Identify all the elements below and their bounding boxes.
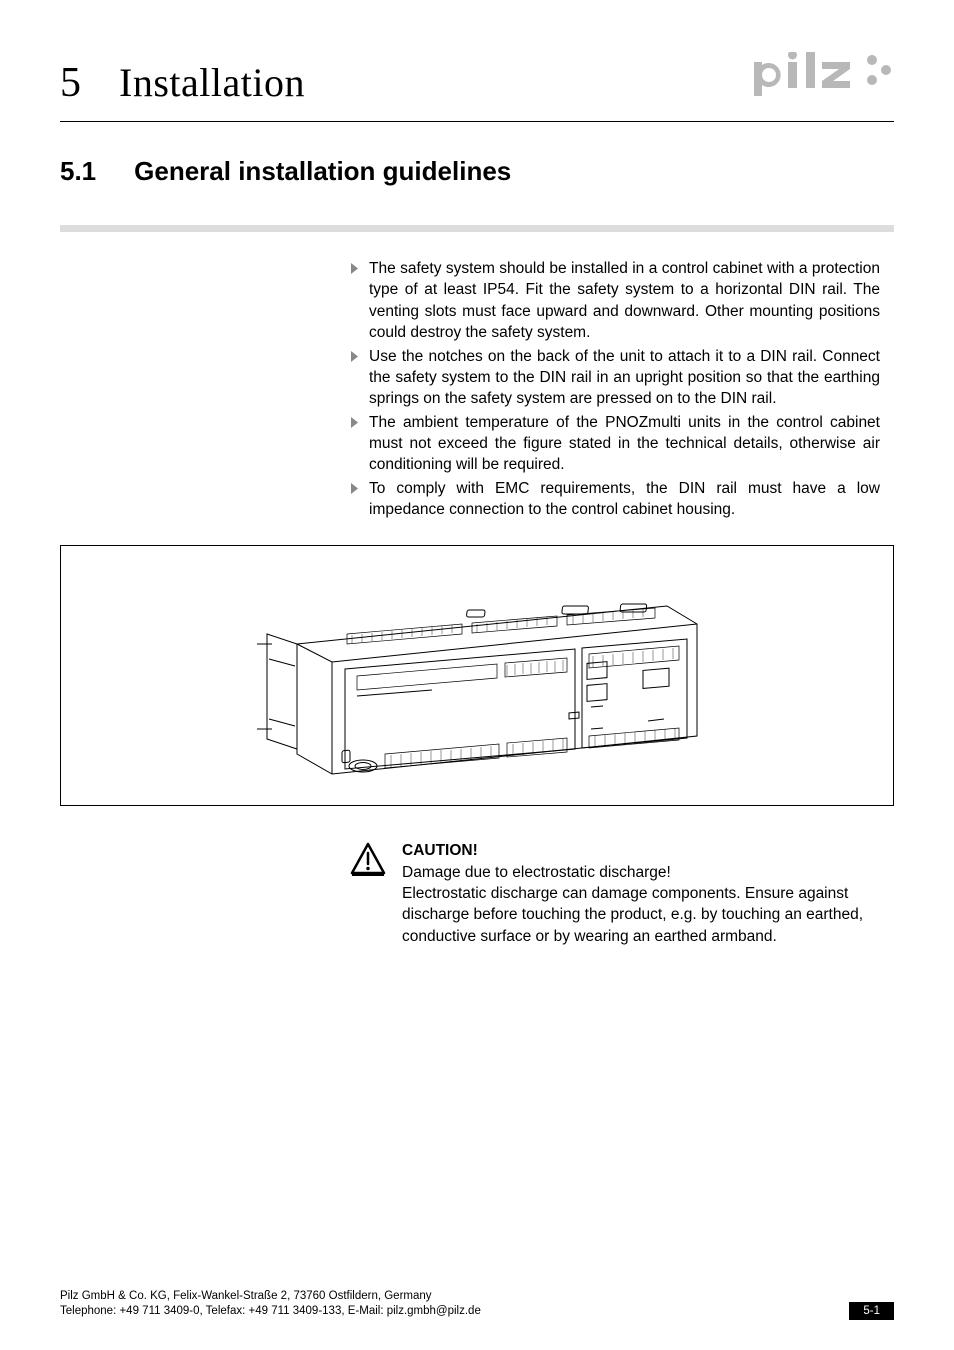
caution-body: Electrostatic discharge can damage compo… xyxy=(402,883,880,947)
list-item: The safety system should be installed in… xyxy=(350,258,880,344)
page-footer: Pilz GmbH & Co. KG, Felix-Wankel-Straße … xyxy=(60,1289,894,1320)
chapter-title: Installation xyxy=(119,59,305,106)
bullet-triangle-icon xyxy=(350,481,359,524)
bullet-text: Use the notches on the back of the unit … xyxy=(369,346,880,410)
device-figure-frame xyxy=(60,545,894,806)
caution-title: CAUTION! xyxy=(402,842,880,860)
footer-line1: Pilz GmbH & Co. KG, Felix-Wankel-Straße … xyxy=(60,1289,481,1305)
device-line-drawing-icon xyxy=(237,564,717,787)
caution-text-block: CAUTION! Damage due to electrostatic dis… xyxy=(402,842,880,948)
chapter-header: 5 Installation xyxy=(60,48,894,122)
accent-bar xyxy=(60,225,894,232)
chapter-number: 5 xyxy=(60,59,81,107)
bullet-list: The safety system should be installed in… xyxy=(350,258,880,521)
footer-address: Pilz GmbH & Co. KG, Felix-Wankel-Straße … xyxy=(60,1289,481,1320)
bullet-triangle-icon xyxy=(350,261,359,347)
warning-triangle-icon xyxy=(350,842,386,948)
chapter-block: 5 Installation xyxy=(60,59,305,107)
section-number: 5.1 xyxy=(60,156,96,187)
page-container: 5 Installation xyxy=(0,0,954,1350)
bullet-text: The ambient temperature of the PNOZmulti… xyxy=(369,412,880,476)
page-number-badge: 5-1 xyxy=(849,1302,894,1320)
footer-line2: Telephone: +49 711 3409-0, Telefax: +49 … xyxy=(60,1304,481,1320)
caution-block: CAUTION! Damage due to electrostatic dis… xyxy=(350,842,880,948)
bullet-text: The safety system should be installed in… xyxy=(369,258,880,344)
list-item: Use the notches on the back of the unit … xyxy=(350,346,880,410)
section-title: General installation guidelines xyxy=(134,156,511,187)
bullet-triangle-icon xyxy=(350,349,359,413)
bullet-text: To comply with EMC requirements, the DIN… xyxy=(369,478,880,521)
list-item: To comply with EMC requirements, the DIN… xyxy=(350,478,880,521)
pilz-logo-icon xyxy=(754,52,894,105)
bullet-triangle-icon xyxy=(350,415,359,479)
list-item: The ambient temperature of the PNOZmulti… xyxy=(350,412,880,476)
caution-subtitle: Damage due to electrostatic discharge! xyxy=(402,862,880,883)
section-heading: 5.1 General installation guidelines xyxy=(60,156,894,187)
